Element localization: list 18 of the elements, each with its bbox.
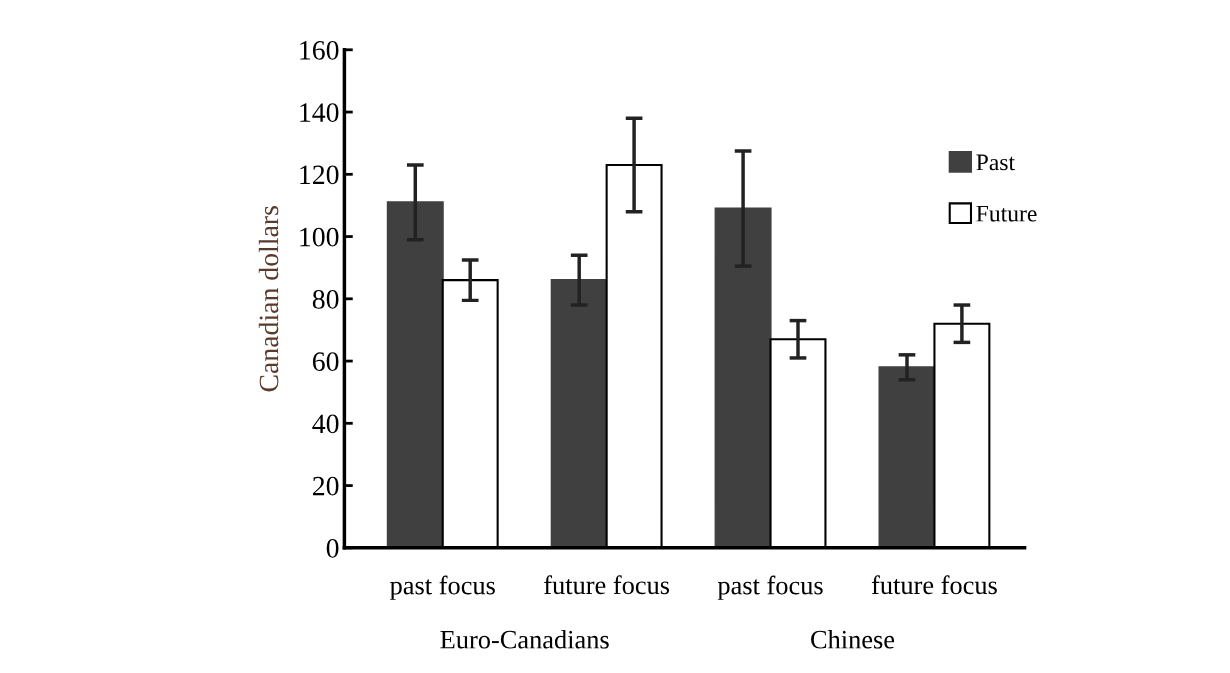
y-tick-label: 40 bbox=[312, 414, 339, 434]
y-tick-label: 160 bbox=[300, 40, 339, 60]
legend-label: Past bbox=[976, 154, 1015, 171]
y-tick-label: 20 bbox=[312, 476, 339, 496]
text: Euro-Canadians bbox=[440, 630, 609, 649]
y-tick-label: 100 bbox=[300, 227, 339, 247]
y-tick-label: 60 bbox=[312, 352, 339, 371]
y-tick-label: 0 bbox=[326, 538, 339, 558]
y-tick-label: 140 bbox=[300, 103, 339, 122]
x-tick-label: future focus bbox=[871, 575, 997, 595]
y-tick-label: 120 bbox=[300, 165, 339, 185]
legend-label: Future bbox=[976, 205, 1037, 222]
y-tick-label: 80 bbox=[312, 289, 339, 309]
x-tick-label: future focus bbox=[544, 575, 670, 595]
x-tick-label: past focus bbox=[717, 575, 823, 600]
x-tick-label: past focus bbox=[390, 575, 495, 600]
y-axis-title: Canadian dollars bbox=[258, 206, 279, 392]
text: Chinese bbox=[811, 630, 895, 649]
